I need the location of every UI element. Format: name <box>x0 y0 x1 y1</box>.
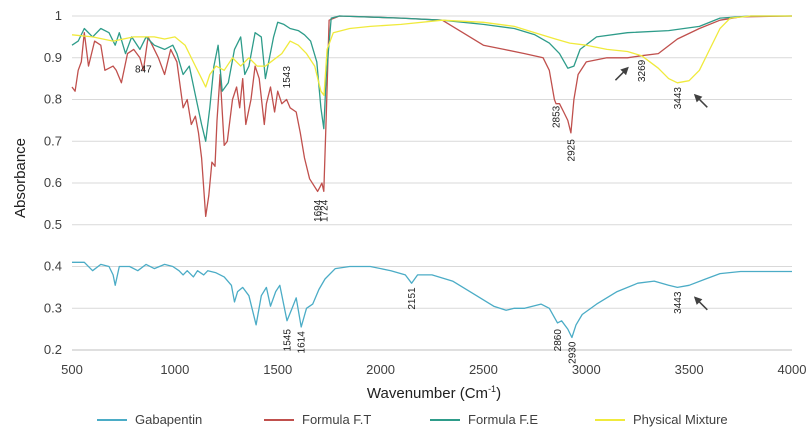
y-tick-label: 0.6 <box>44 175 62 190</box>
x-axis-title-sup: -1 <box>488 384 496 394</box>
y-tick-labels: 0.2 0.3 0.4 0.5 0.6 0.7 0.8 0.9 1 <box>44 8 62 357</box>
peak-label: 2930 <box>567 341 578 364</box>
x-tick-labels: 500 1000 1500 2000 2500 3000 3500 4000 <box>61 362 806 377</box>
legend-label: Gabapentin <box>135 412 202 427</box>
series-line-gabapentin <box>72 261 792 339</box>
y-tick-label: 0.9 <box>44 50 62 65</box>
x-tick-label: 1500 <box>263 362 292 377</box>
x-tick-label: 4000 <box>778 362 807 377</box>
y-tick-label: 0.2 <box>44 342 62 357</box>
legend-label: Formula F.E <box>468 412 538 427</box>
series-lines <box>71 15 793 339</box>
y-tick-label: 0.5 <box>44 217 62 232</box>
x-tick-label: 1000 <box>160 362 189 377</box>
x-tick-label: 500 <box>61 362 83 377</box>
y-tick-label: 0.7 <box>44 133 62 148</box>
series-line-formula-f-e <box>71 15 792 142</box>
y-tick-label: 0.8 <box>44 92 62 107</box>
peak-label: 2925 <box>566 139 577 162</box>
peak-label: 1543 <box>282 66 293 89</box>
peak-label: 1694 <box>313 199 324 222</box>
legend: Gabapentin Formula F.T Formula F.E Physical… <box>97 412 728 427</box>
y-tick-label: 0.4 <box>44 259 62 274</box>
arrow-marker <box>693 296 708 311</box>
y-axis-title: Absorbance <box>12 138 29 218</box>
x-axis-title-main: Wavenumber (Cm <box>367 385 488 402</box>
peak-label: 3443 <box>673 87 684 110</box>
series-line-formula-f-t <box>71 15 793 218</box>
y-tick-label: 0.3 <box>44 300 62 315</box>
peak-label: 847 <box>135 64 152 75</box>
arrow-marker <box>693 93 708 108</box>
peak-label: 2853 <box>552 105 563 128</box>
peak-label: 2860 <box>553 329 564 352</box>
y-tick-label: 1 <box>55 8 62 23</box>
x-tick-label: 3500 <box>675 362 704 377</box>
gridlines <box>72 15 792 309</box>
x-tick-label: 3000 <box>572 362 601 377</box>
peak-label: 3443 <box>673 291 684 314</box>
peak-label: 1545 <box>283 329 294 352</box>
x-tick-label: 2500 <box>469 362 498 377</box>
peak-label: 2151 <box>407 287 418 310</box>
peak-arrows <box>614 66 708 311</box>
series-line-physical-mixture <box>71 15 792 96</box>
peak-label: 3269 <box>637 59 648 82</box>
arrow-marker <box>614 66 629 81</box>
x-axis-title: Wavenumber (Cm-1) <box>367 384 501 402</box>
peak-label: 1614 <box>297 331 308 354</box>
legend-label: Formula F.T <box>302 412 371 427</box>
x-axis-title-end: ) <box>496 385 501 402</box>
peak-label: 1724 <box>319 199 330 222</box>
legend-label: Physical Mixture <box>633 412 728 427</box>
x-tick-label: 2000 <box>366 362 395 377</box>
